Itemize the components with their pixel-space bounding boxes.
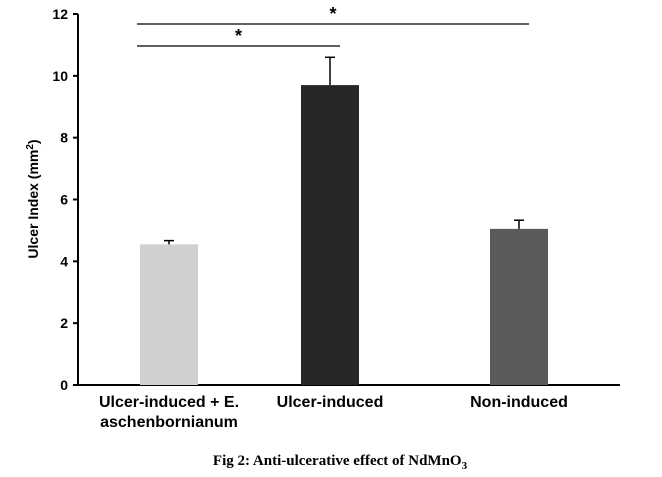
bar xyxy=(490,228,548,385)
error-bars xyxy=(164,56,524,245)
category-labels: Ulcer-induced + E. aschenbornianum Ulcer-i… xyxy=(99,394,568,431)
figure-caption: Fig 2: Anti-ulcerative effect of NdMnO3 xyxy=(213,453,468,472)
y-axis-title-superscript: 2 xyxy=(25,144,36,150)
y-tick-label: 4 xyxy=(60,253,68,269)
y-tick-label: 12 xyxy=(52,6,68,22)
x-category-label: Ulcer-induced + E. xyxy=(99,394,239,411)
significance-star: * xyxy=(329,4,336,24)
y-tick-label: 0 xyxy=(60,377,68,393)
bar xyxy=(140,244,198,385)
x-category-label: aschenbornianum xyxy=(100,414,238,431)
y-axis-title: Ulcer Index (mm2) xyxy=(25,139,41,258)
x-category-label: Ulcer-induced xyxy=(277,394,384,411)
y-tick-label: 10 xyxy=(52,68,68,84)
figure-caption-subscript: 3 xyxy=(462,460,468,472)
y-axis-title-end: ) xyxy=(25,139,41,144)
bars xyxy=(140,85,548,385)
bar xyxy=(301,85,359,385)
significance-brackets: ** xyxy=(137,4,529,47)
y-tick-label: 2 xyxy=(60,315,68,331)
y-tick-label: 6 xyxy=(60,192,68,208)
significance-star: * xyxy=(235,26,242,46)
x-category-label: Non-induced xyxy=(470,394,568,411)
y-tick-label: 8 xyxy=(60,130,68,146)
